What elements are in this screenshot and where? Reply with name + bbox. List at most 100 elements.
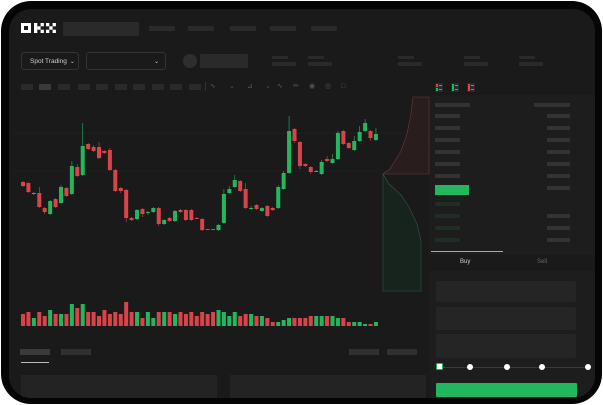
chevron-down-icon[interactable]: ⌄ bbox=[265, 83, 271, 90]
slider-handle[interactable] bbox=[436, 363, 443, 370]
candle-body bbox=[31, 193, 36, 194]
volume-bar bbox=[80, 304, 85, 326]
buy-button[interactable] bbox=[436, 383, 577, 397]
nav-item[interactable] bbox=[230, 26, 256, 31]
candle-body bbox=[363, 123, 368, 131]
candle bbox=[26, 182, 31, 193]
candle bbox=[238, 180, 243, 192]
nav-item[interactable] bbox=[270, 26, 296, 31]
price-input[interactable] bbox=[436, 281, 576, 302]
fullscreen-icon[interactable]: □ bbox=[341, 83, 346, 90]
timeframe-button[interactable] bbox=[115, 84, 127, 90]
candle-body bbox=[189, 210, 194, 220]
volume-bar bbox=[151, 318, 156, 326]
candle bbox=[270, 207, 275, 211]
filter-button[interactable] bbox=[387, 349, 417, 355]
indicator-icon[interactable]: ⊿ bbox=[247, 83, 253, 90]
stat-value bbox=[398, 62, 422, 66]
volume-bar bbox=[42, 316, 47, 326]
ask-amount bbox=[547, 126, 570, 130]
candle-type-icon[interactable]: ∿ bbox=[210, 83, 216, 90]
timeframe-button[interactable] bbox=[133, 84, 145, 90]
chevron-down-icon: ⌄ bbox=[69, 58, 75, 65]
candle-body bbox=[276, 187, 281, 208]
candle bbox=[53, 198, 58, 208]
bid-price bbox=[435, 238, 460, 242]
total-input[interactable] bbox=[436, 334, 576, 358]
timeframe-button[interactable] bbox=[152, 84, 164, 90]
tab-open-orders[interactable] bbox=[20, 349, 50, 355]
timeframe-button[interactable] bbox=[96, 84, 108, 90]
stat-value bbox=[464, 62, 488, 66]
nav-item[interactable] bbox=[311, 26, 337, 31]
settings-icon[interactable]: ◎ bbox=[325, 83, 332, 90]
volume-bar bbox=[319, 316, 324, 326]
volume-bar bbox=[113, 312, 118, 326]
line-tool-icon[interactable]: ∿ bbox=[277, 83, 283, 90]
volume-bar bbox=[232, 312, 237, 326]
candle bbox=[124, 189, 129, 222]
candle bbox=[281, 171, 286, 190]
candle-body bbox=[211, 229, 216, 230]
market-select[interactable]: Spot Trading ⌄ bbox=[21, 52, 79, 70]
timeframe-button[interactable] bbox=[189, 84, 201, 90]
volume-bar bbox=[259, 316, 264, 326]
slider-mark-100[interactable] bbox=[585, 364, 591, 370]
stat-value bbox=[308, 62, 332, 66]
ask-price bbox=[435, 138, 460, 142]
candle-body bbox=[53, 199, 58, 207]
depth-bid-area bbox=[382, 172, 422, 292]
candle bbox=[216, 224, 221, 231]
candle bbox=[140, 208, 145, 217]
timeframe-button[interactable] bbox=[21, 84, 33, 90]
timeframe-button[interactable] bbox=[58, 84, 70, 90]
slider-mark-75[interactable] bbox=[539, 364, 545, 370]
amount-input[interactable] bbox=[436, 307, 576, 330]
candle-body bbox=[64, 188, 69, 196]
nav-item[interactable] bbox=[149, 26, 175, 31]
volume-bar bbox=[287, 318, 292, 326]
camera-icon[interactable]: ◉ bbox=[309, 83, 316, 90]
timeframe-button-active[interactable] bbox=[39, 84, 51, 90]
volume-bar bbox=[140, 318, 145, 326]
price-chart[interactable] bbox=[9, 9, 595, 398]
search-bar[interactable] bbox=[63, 22, 139, 36]
filter-button[interactable] bbox=[349, 349, 379, 355]
candle bbox=[86, 143, 91, 150]
ask-price bbox=[435, 126, 460, 130]
orderbook-view-toggle[interactable] bbox=[435, 83, 483, 92]
volume-bar bbox=[270, 322, 275, 326]
stat-label bbox=[308, 56, 324, 59]
volume-bar bbox=[249, 314, 254, 326]
ask-price bbox=[435, 174, 460, 178]
candle-body bbox=[325, 159, 330, 161]
candle-body bbox=[26, 183, 31, 192]
candle bbox=[232, 175, 237, 188]
volume-bar bbox=[368, 324, 373, 326]
volume-bar bbox=[194, 316, 199, 326]
volume-bar bbox=[211, 312, 216, 326]
tab-order-history[interactable] bbox=[61, 349, 91, 355]
volume-bar bbox=[346, 322, 351, 326]
slider-mark-50[interactable] bbox=[504, 364, 510, 370]
slider-track[interactable] bbox=[439, 366, 589, 368]
volume-bar bbox=[183, 314, 188, 326]
candle bbox=[205, 229, 210, 230]
slider-mark-25[interactable] bbox=[467, 364, 473, 370]
draw-icon[interactable]: ✏ bbox=[293, 83, 299, 90]
timeframe-button[interactable] bbox=[170, 84, 182, 90]
bid-price bbox=[435, 214, 460, 218]
tab-buy[interactable]: Buy bbox=[460, 259, 471, 265]
candle bbox=[211, 229, 216, 230]
both-sides-icon bbox=[435, 83, 443, 92]
pair-select[interactable]: ⌄ bbox=[86, 52, 166, 70]
stat-label bbox=[398, 56, 414, 59]
timeframe-button[interactable] bbox=[78, 84, 90, 90]
chevron-down-icon[interactable]: ⌄ bbox=[229, 83, 235, 90]
nav-item[interactable] bbox=[188, 26, 214, 31]
okx-logo[interactable] bbox=[21, 23, 59, 33]
bid-amount bbox=[547, 238, 570, 242]
candle bbox=[107, 148, 112, 171]
tab-sell[interactable]: Sell bbox=[537, 259, 548, 265]
